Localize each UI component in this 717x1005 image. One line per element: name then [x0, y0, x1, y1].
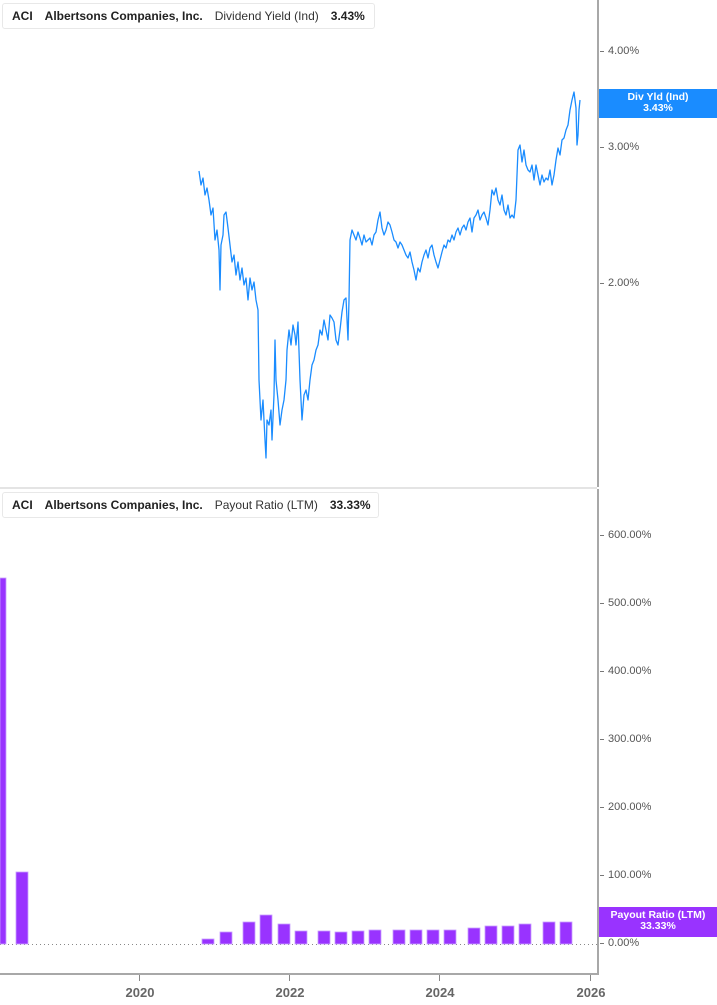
legend-company: Albertsons Companies, Inc. [44, 9, 203, 23]
payout-bar [559, 921, 573, 945]
payout-bar [317, 930, 331, 945]
x-tick-label: 2024 [425, 985, 455, 1000]
flag-label: Div Yld (Ind) [627, 91, 689, 103]
flag-label: Payout Ratio (LTM) [610, 909, 706, 921]
x-tick-mark [439, 975, 440, 981]
payout-bar [443, 929, 457, 945]
payout-bar [542, 921, 556, 945]
bottom-y-axis-line [597, 489, 599, 974]
x-tick-label: 2020 [125, 985, 155, 1000]
legend-ticker: ACI [12, 9, 33, 23]
payout-bar [392, 929, 406, 945]
top-legend: ACI Albertsons Companies, Inc. Dividend … [2, 3, 375, 29]
flag-value: 33.33% [640, 920, 676, 932]
legend-metric: Dividend Yield (Ind) [214, 9, 319, 23]
payout-bar [351, 930, 365, 945]
legend-company: Albertsons Companies, Inc. [44, 498, 203, 512]
y-tick: 600.00% [599, 529, 652, 541]
legend-ticker: ACI [12, 498, 33, 512]
payout-bar [277, 923, 291, 945]
payout-bar [0, 577, 7, 945]
y-tick: 200.00% [599, 801, 652, 813]
payout-bar [242, 921, 256, 945]
payout-bar [259, 914, 273, 945]
y-tick: 500.00% [599, 597, 652, 609]
dividend-yield-line [198, 91, 581, 459]
div-yield-value-flag: Div Yld (Ind) 3.43% [599, 89, 717, 118]
x-tick-mark [139, 975, 140, 981]
payout-bar [294, 930, 308, 945]
bottom-legend: ACI Albertsons Companies, Inc. Payout Ra… [2, 492, 379, 518]
panel-separator [0, 487, 597, 489]
x-tick-mark [289, 975, 290, 981]
payout-ratio-value-flag: Payout Ratio (LTM) 33.33% [599, 907, 717, 937]
payout-bar [201, 938, 215, 945]
dividend-yield-line-chart [198, 91, 581, 459]
x-axis-line [0, 973, 599, 975]
y-tick: 300.00% [599, 733, 652, 745]
payout-bar [518, 923, 532, 945]
payout-bar [334, 931, 348, 945]
payout-bar [368, 929, 382, 945]
legend-metric: Payout Ratio (LTM) [214, 498, 318, 512]
x-tick-label: 2026 [576, 985, 606, 1000]
legend-value: 3.43% [330, 9, 365, 23]
payout-bar [501, 925, 515, 945]
payout-bar [219, 931, 233, 945]
payout-bar [15, 871, 29, 945]
y-tick: 0.00% [599, 937, 640, 949]
flag-value: 3.43% [643, 102, 673, 114]
payout-bar [467, 927, 481, 945]
y-tick: 400.00% [599, 665, 652, 677]
payout-bar [426, 929, 440, 945]
y-tick: 4.00% [599, 45, 640, 57]
x-tick-mark [590, 975, 591, 981]
x-tick-label: 2022 [275, 985, 305, 1000]
payout-bar [409, 929, 423, 945]
y-tick: 2.00% [599, 277, 640, 289]
y-tick: 3.00% [599, 141, 640, 153]
y-tick: 100.00% [599, 869, 652, 881]
legend-value: 33.33% [329, 498, 371, 512]
payout-ratio-bar-chart [0, 577, 597, 945]
top-y-axis-line [597, 0, 599, 487]
payout-bar [484, 925, 498, 945]
